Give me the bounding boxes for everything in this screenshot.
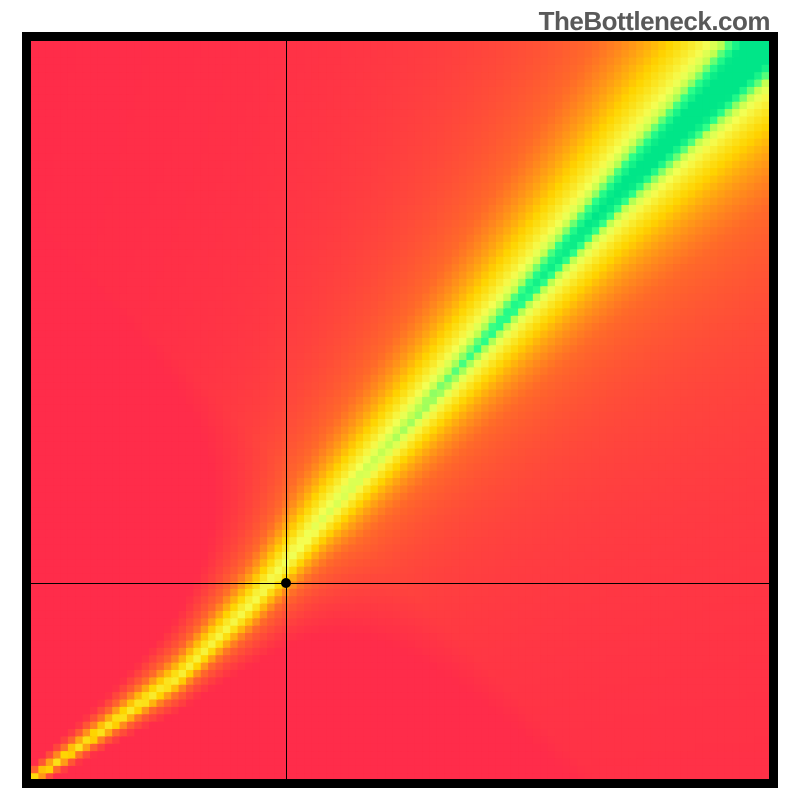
crosshair-vertical	[286, 41, 287, 779]
plot-frame	[22, 32, 778, 788]
root: TheBottleneck.com	[0, 0, 800, 800]
heatmap-canvas	[31, 41, 769, 779]
crosshair-horizontal	[31, 583, 769, 584]
